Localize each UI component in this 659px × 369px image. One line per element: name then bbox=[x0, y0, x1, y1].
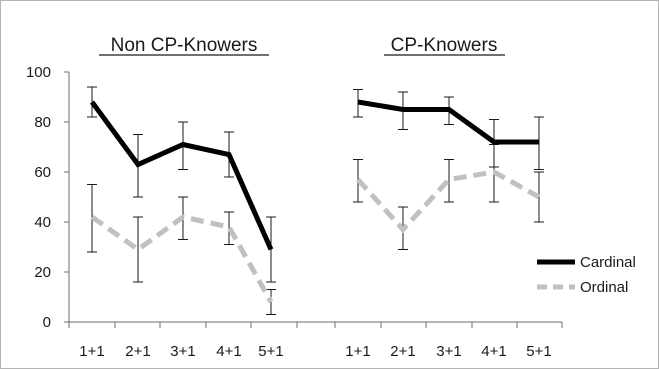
cardinal-series-line bbox=[357, 99, 539, 145]
ordinal-series-line bbox=[90, 214, 274, 304]
x-tick-label: 1+1 bbox=[345, 343, 370, 360]
legend-label-ordinal: Ordinal bbox=[580, 279, 628, 296]
axes-group: 0 20 40 60 80 100 1+1 2+1 3+1 4+1 5+1 1+1 2+1 3+1 4+1 5… bbox=[26, 64, 563, 360]
cardinal-series-line bbox=[89, 100, 274, 251]
series-lines-group bbox=[89, 99, 541, 304]
y-tick-label: 0 bbox=[43, 314, 51, 331]
legend: Cardinal Ordinal bbox=[537, 254, 636, 296]
ordinal-series-line bbox=[356, 169, 541, 234]
panel-title: Non CP-Knowers bbox=[111, 35, 258, 56]
x-tick-label: 1+1 bbox=[79, 343, 104, 360]
x-tick-label: 2+1 bbox=[125, 343, 150, 360]
x-tick-label: 4+1 bbox=[216, 343, 241, 360]
y-tick-label: 20 bbox=[34, 264, 51, 281]
y-tick-label: 60 bbox=[34, 164, 51, 181]
panel-title: CP-Knowers bbox=[391, 35, 498, 56]
x-tick-label: 5+1 bbox=[258, 343, 283, 360]
titles-group: Non CP-Knowers CP-Knowers bbox=[99, 35, 505, 56]
x-tick-label: 5+1 bbox=[526, 343, 551, 360]
y-tick-label: 100 bbox=[26, 64, 51, 81]
error-bars-group bbox=[87, 86, 544, 315]
y-tick-label: 40 bbox=[34, 214, 51, 231]
x-tick-label: 4+1 bbox=[481, 343, 506, 360]
x-tick-label: 2+1 bbox=[390, 343, 415, 360]
x-tick-label: 3+1 bbox=[436, 343, 461, 360]
x-tick-label: 3+1 bbox=[170, 343, 195, 360]
legend-label-cardinal: Cardinal bbox=[580, 254, 636, 271]
y-tick-label: 80 bbox=[34, 114, 51, 131]
